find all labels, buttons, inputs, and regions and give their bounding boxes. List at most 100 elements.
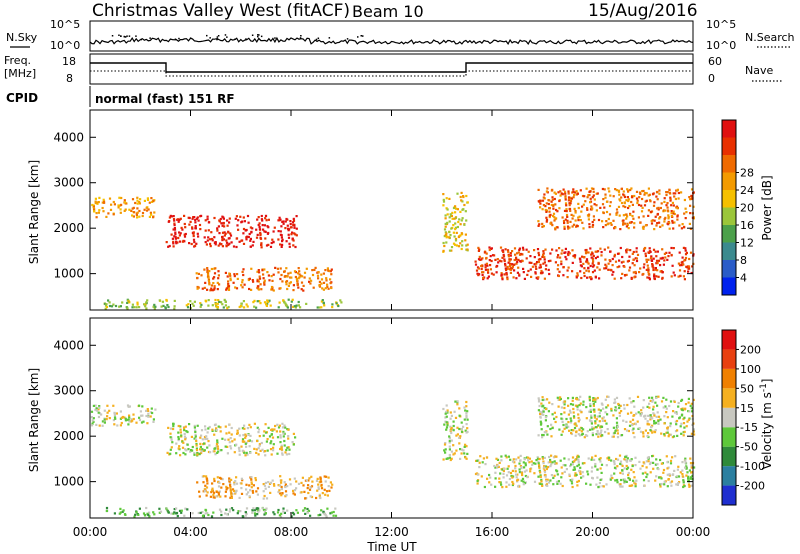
echo-cell xyxy=(592,404,595,407)
echo-cell xyxy=(200,434,203,437)
echo-cell xyxy=(631,262,634,265)
echo-cell xyxy=(547,202,550,206)
echo-cell xyxy=(638,427,641,430)
echo-cell xyxy=(666,191,669,194)
echo-cell xyxy=(635,259,639,263)
echo-cell xyxy=(649,200,652,203)
echo-cell xyxy=(598,420,601,423)
echo-cell xyxy=(543,469,546,472)
echo-cell xyxy=(257,431,260,434)
echo-cell xyxy=(617,190,621,193)
echo-cell xyxy=(247,278,250,282)
echo-cell xyxy=(577,460,580,463)
echo-cell xyxy=(442,193,445,196)
echo-cell xyxy=(272,241,275,244)
echo-cell xyxy=(485,252,488,255)
echo-cell xyxy=(540,483,544,486)
echo-cell xyxy=(615,457,618,461)
echo-cell xyxy=(495,457,498,460)
echo-cell xyxy=(228,242,231,245)
echo-cell xyxy=(228,477,231,480)
echo-cell xyxy=(172,245,175,248)
echo-cell xyxy=(515,262,518,265)
echo-cell xyxy=(258,444,261,447)
echo-cell xyxy=(458,407,461,410)
echo-cell xyxy=(186,430,189,434)
echo-cell xyxy=(651,431,654,434)
echo-cell xyxy=(107,299,110,302)
echo-cell xyxy=(555,469,558,472)
echo-cell xyxy=(247,491,250,494)
nsky-tick-bottom: 10^0 xyxy=(50,39,80,52)
echo-cell xyxy=(236,277,239,280)
echo-cell xyxy=(631,252,634,255)
echo-cell xyxy=(638,271,641,274)
echo-cell xyxy=(448,216,451,219)
nsky-spike xyxy=(234,38,236,40)
echo-cell xyxy=(562,266,565,269)
echo-cell xyxy=(655,224,658,227)
echo-cell xyxy=(331,483,334,486)
echo-cell xyxy=(591,434,594,437)
echo-cell xyxy=(260,214,263,218)
echo-cell xyxy=(228,510,231,513)
echo-cell xyxy=(136,301,139,304)
echo-cell xyxy=(329,278,332,281)
echo-cell xyxy=(612,195,615,198)
echo-cell xyxy=(134,513,137,516)
echo-cell xyxy=(200,429,204,432)
echo-cell xyxy=(250,231,253,234)
echo-cell xyxy=(108,417,111,420)
echo-cell xyxy=(253,447,256,450)
echo-cell xyxy=(249,237,252,240)
echo-cell xyxy=(327,485,330,488)
echo-cell xyxy=(493,254,496,257)
echo-cell xyxy=(220,301,223,304)
echo-cell xyxy=(245,238,248,241)
echo-cell xyxy=(523,466,526,469)
x-tick-label: 12:00 xyxy=(374,525,409,539)
echo-cell xyxy=(204,512,207,515)
echo-cell xyxy=(255,448,258,451)
echo-cell xyxy=(239,510,242,513)
echo-cell xyxy=(206,437,209,440)
echo-cell xyxy=(663,200,666,203)
echo-cell xyxy=(293,270,297,273)
echo-cell xyxy=(153,513,156,516)
echo-cell xyxy=(218,219,221,222)
echo-cell xyxy=(568,473,571,476)
echo-cell xyxy=(183,514,186,517)
echo-cell xyxy=(677,475,681,478)
echo-cell xyxy=(589,483,592,486)
echo-cell xyxy=(655,191,659,194)
echo-cell xyxy=(653,414,656,417)
echo-cell xyxy=(571,396,574,399)
echo-cell xyxy=(306,507,309,511)
nsearch-label: N.Search xyxy=(745,31,795,44)
echo-cell xyxy=(522,480,525,483)
echo-cell xyxy=(665,407,668,410)
echo-cell xyxy=(655,259,659,262)
echo-cell xyxy=(536,457,540,460)
echo-cell xyxy=(224,438,227,441)
echo-cell xyxy=(465,194,468,198)
echo-cell xyxy=(455,244,458,247)
echo-cell xyxy=(662,471,665,474)
echo-cell xyxy=(465,457,468,460)
echo-cell xyxy=(261,224,264,227)
echo-cell xyxy=(235,489,238,492)
echo-cell xyxy=(162,304,165,307)
echo-cell xyxy=(507,250,510,253)
echo-cell xyxy=(233,273,236,276)
echo-cell xyxy=(446,411,449,414)
echo-cell xyxy=(572,196,575,199)
echo-cell xyxy=(486,269,490,272)
echo-cell xyxy=(541,199,545,202)
echo-cell xyxy=(454,228,457,231)
echo-cell xyxy=(509,271,512,274)
echo-cell xyxy=(283,424,286,427)
colorbar-frame xyxy=(721,329,737,506)
echo-cell xyxy=(671,473,674,476)
echo-cell xyxy=(323,513,326,516)
nsky-spike xyxy=(251,34,254,36)
